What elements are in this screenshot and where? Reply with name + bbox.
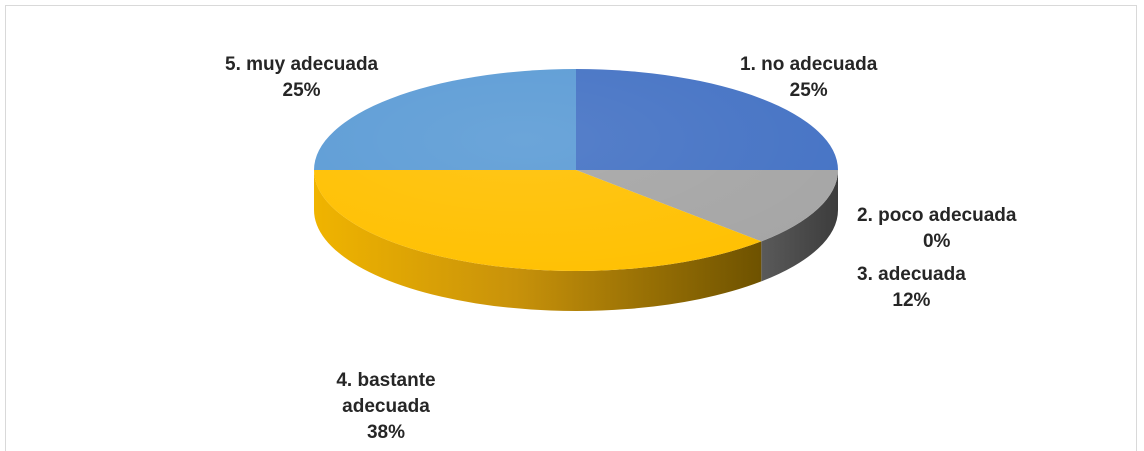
slice-label-2: 2. poco adecuada 0% [857, 203, 1016, 255]
slice-label-1: 1. no adecuada 25% [740, 52, 877, 104]
slice-label-5-percent: 25% [282, 80, 321, 101]
chart-frame [5, 5, 1137, 451]
slice-label-1-percent: 25% [789, 80, 828, 101]
slice-label-3: 3. adecuada 12% [857, 262, 966, 314]
pie-tops [314, 69, 838, 272]
pie-top-highlight [314, 69, 838, 271]
slice-4-side [314, 170, 762, 312]
pie-sides [314, 170, 838, 312]
slice-label-4-category: 4. bastante adecuada [336, 370, 436, 417]
slice-label-3-percent: 12% [892, 290, 931, 311]
slice-label-5: 5. muy adecuada 25% [225, 52, 378, 104]
slice-label-2-percent: 0% [922, 231, 951, 252]
slice-label-3-category: 3. adecuada [857, 264, 966, 285]
slice-label-2-category: 2. poco adecuada [857, 205, 1017, 226]
slice-label-5-category: 5. muy adecuada [225, 54, 379, 75]
slice-label-1-category: 1. no adecuada [740, 54, 878, 75]
slice-label-4: 4. bastante adecuada 38% [302, 368, 470, 446]
slice-label-4-percent: 38% [366, 422, 406, 443]
slice-3-side [761, 170, 838, 282]
